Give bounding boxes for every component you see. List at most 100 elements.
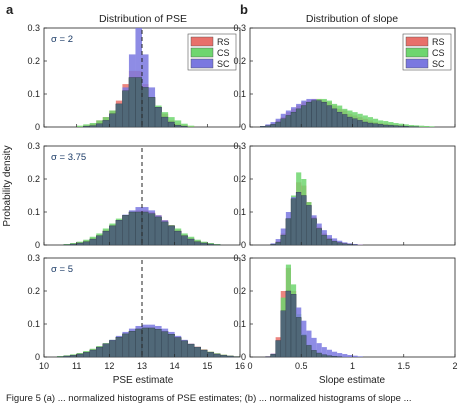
bar-SC	[321, 347, 327, 357]
y-tick-label: 0.2	[233, 286, 246, 296]
bar-overlap	[280, 310, 287, 358]
bar-overlap	[128, 331, 136, 358]
bar-SC	[332, 351, 338, 357]
bar-overlap	[96, 235, 104, 246]
bar-overlap	[285, 290, 292, 358]
bar-SC	[342, 354, 348, 357]
bar-overlap	[82, 126, 90, 128]
bar-overlap	[311, 350, 317, 358]
bar-SC	[352, 355, 358, 357]
bar-overlap	[301, 105, 307, 128]
bar-overlap	[275, 242, 281, 246]
legend-label-CS: CS	[432, 48, 445, 58]
bar-overlap	[194, 346, 201, 358]
bar-overlap	[270, 354, 276, 358]
column-b-title: Distribution of slope	[306, 13, 398, 25]
bar-CS	[174, 120, 182, 127]
bar-overlap	[109, 225, 117, 246]
bar-overlap	[135, 328, 143, 358]
y-tick-label: 0	[241, 352, 246, 362]
bar-SC	[311, 337, 317, 357]
sigma-annotation: σ = 3.75	[51, 152, 86, 163]
x-tick-label: 1.5	[397, 361, 410, 371]
y-tick-label: 0	[35, 240, 40, 250]
bar-CS	[367, 117, 373, 127]
bar-CS	[388, 122, 394, 127]
bar-overlap	[321, 102, 328, 128]
bar-overlap	[128, 77, 136, 128]
bar-CS	[429, 126, 435, 127]
bar-overlap	[187, 343, 195, 358]
bar-overlap	[285, 218, 292, 246]
legend-swatch-SC	[190, 58, 214, 69]
sigma-annotation: σ = 5	[51, 264, 73, 275]
bar-overlap	[194, 241, 201, 246]
bar-CS	[89, 123, 97, 127]
bar-overlap	[357, 120, 363, 128]
panel-b-letter: b	[240, 2, 248, 17]
panel-b-row-3: 0 0.1 0.2 0.3 0 0.5 1 1.5 2	[233, 253, 457, 371]
bar-overlap	[154, 329, 162, 358]
bar-overlap	[270, 244, 276, 246]
bar-overlap	[69, 355, 77, 358]
bar-overlap	[102, 343, 110, 358]
bar-overlap	[180, 235, 188, 246]
bar-overlap	[290, 111, 297, 128]
bar-overlap	[200, 349, 208, 358]
panel-b-row-2: 0 0.1 0.2 0.3	[233, 141, 456, 250]
bar-overlap	[260, 126, 266, 128]
legend-label-SC: SC	[217, 59, 230, 69]
bar-CS	[187, 125, 195, 127]
bar-overlap	[102, 120, 110, 128]
y-tick-label: 0.1	[27, 319, 40, 329]
legend-label-RS: RS	[217, 37, 230, 47]
legend-label-SC: SC	[432, 59, 445, 69]
bar-overlap	[352, 118, 358, 128]
x-tick-label: 12	[104, 361, 114, 371]
bar-overlap	[76, 242, 84, 246]
column-a-title: Distribution of PSE	[99, 13, 187, 25]
y-tick-label: 0.1	[233, 89, 246, 99]
bar-overlap	[347, 116, 353, 128]
bar-overlap	[275, 121, 281, 128]
y-tick-label: 0.3	[27, 23, 40, 33]
x-tick-label: 14	[170, 361, 180, 371]
bar-overlap	[336, 242, 343, 246]
legend-swatch-RS	[405, 36, 429, 47]
bar-overlap	[301, 195, 307, 246]
bar-CS	[393, 123, 399, 127]
y-tick-label: 0.1	[27, 207, 40, 217]
bar-overlap	[220, 355, 228, 358]
bar-overlap	[161, 221, 169, 246]
bar-overlap	[393, 125, 399, 128]
y-tick-label: 0.1	[27, 89, 40, 99]
y-tick-label: 0.2	[233, 174, 246, 184]
figure-caption: Figure 5 (a) ... normalized histograms o…	[6, 393, 412, 403]
bar-overlap	[321, 234, 328, 246]
bar-overlap	[89, 238, 97, 246]
bar-overlap	[128, 211, 136, 246]
bar-CS	[403, 124, 409, 127]
bar-overlap	[372, 123, 379, 128]
bar-CS	[76, 125, 84, 127]
bar-overlap	[174, 337, 182, 358]
bar-overlap	[306, 205, 312, 246]
bar-overlap	[109, 340, 117, 358]
bar-overlap	[226, 355, 234, 358]
bar-overlap	[200, 242, 208, 246]
y-tick-label: 0.3	[27, 253, 40, 263]
bar-overlap	[213, 353, 221, 358]
bar-overlap	[96, 123, 104, 128]
y-tick-label: 0.2	[27, 174, 40, 184]
bar-overlap	[403, 126, 410, 128]
y-tick-label: 0.1	[233, 207, 246, 217]
bar-overlap	[207, 243, 215, 246]
panel-a-row-3: 0 0.1 0.2 0.3 10 11 12 13 14 15 16 σ = 5	[27, 253, 245, 371]
bar-CS	[378, 120, 384, 127]
bar-overlap	[316, 100, 322, 128]
y-tick-label: 0	[241, 240, 246, 250]
bar-CS	[424, 126, 430, 127]
